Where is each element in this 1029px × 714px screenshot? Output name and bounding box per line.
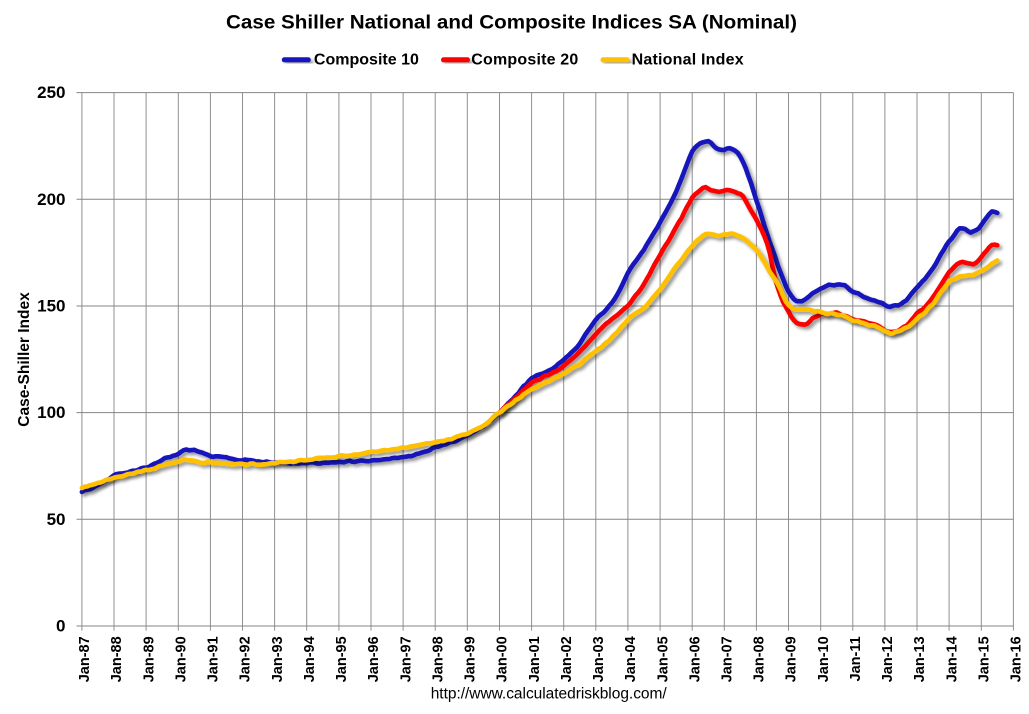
svg-text:200: 200 [37,190,65,209]
svg-text:Jan-93: Jan-93 [270,636,286,682]
svg-text:Jan-92: Jan-92 [238,636,254,682]
svg-text:Jan-95: Jan-95 [334,636,350,682]
svg-text:Jan-87: Jan-87 [77,636,93,682]
svg-text:Jan-15: Jan-15 [977,636,993,682]
svg-text:Jan-00: Jan-00 [495,636,511,682]
svg-text:Jan-94: Jan-94 [302,636,318,682]
svg-text:Composite 20: Composite 20 [471,51,578,68]
svg-text:Jan-88: Jan-88 [109,636,125,682]
svg-text:Jan-10: Jan-10 [816,636,832,682]
svg-text:Jan-06: Jan-06 [687,636,703,682]
svg-text:Jan-04: Jan-04 [623,636,639,682]
svg-text:Jan-89: Jan-89 [141,636,157,682]
svg-text:Jan-08: Jan-08 [752,636,768,682]
svg-text:Jan-97: Jan-97 [398,636,414,682]
svg-text:Jan-14: Jan-14 [944,636,960,682]
svg-text:Jan-13: Jan-13 [912,636,928,682]
svg-text:250: 250 [37,83,65,102]
svg-text:Jan-11: Jan-11 [848,636,864,681]
svg-text:Jan-99: Jan-99 [463,636,479,682]
svg-text:Jan-12: Jan-12 [880,636,896,682]
svg-text:Composite 10: Composite 10 [314,51,419,68]
svg-text:Jan-09: Jan-09 [784,636,800,682]
svg-text:Jan-91: Jan-91 [206,636,222,682]
svg-text:Jan-90: Jan-90 [174,636,190,682]
svg-text:0: 0 [56,617,65,636]
svg-text:http://www.calculatedriskblog.: http://www.calculatedriskblog.com/ [431,686,668,703]
svg-text:50: 50 [47,510,66,529]
svg-text:Jan-96: Jan-96 [366,636,382,682]
svg-text:Jan-07: Jan-07 [720,636,736,682]
svg-text:Jan-01: Jan-01 [527,636,543,682]
svg-text:Case-Shiller Index: Case-Shiller Index [16,292,33,427]
svg-text:Case Shiller National and Comp: Case Shiller National and Composite Indi… [226,13,797,34]
svg-text:Jan-02: Jan-02 [559,636,575,682]
svg-text:Jan-98: Jan-98 [430,636,446,682]
svg-text:150: 150 [37,297,65,316]
svg-text:100: 100 [37,403,65,422]
svg-text:Jan-05: Jan-05 [655,636,671,682]
svg-text:Jan-16: Jan-16 [1009,636,1025,682]
svg-text:Jan-03: Jan-03 [591,636,607,682]
svg-text:National Index: National Index [632,51,744,68]
